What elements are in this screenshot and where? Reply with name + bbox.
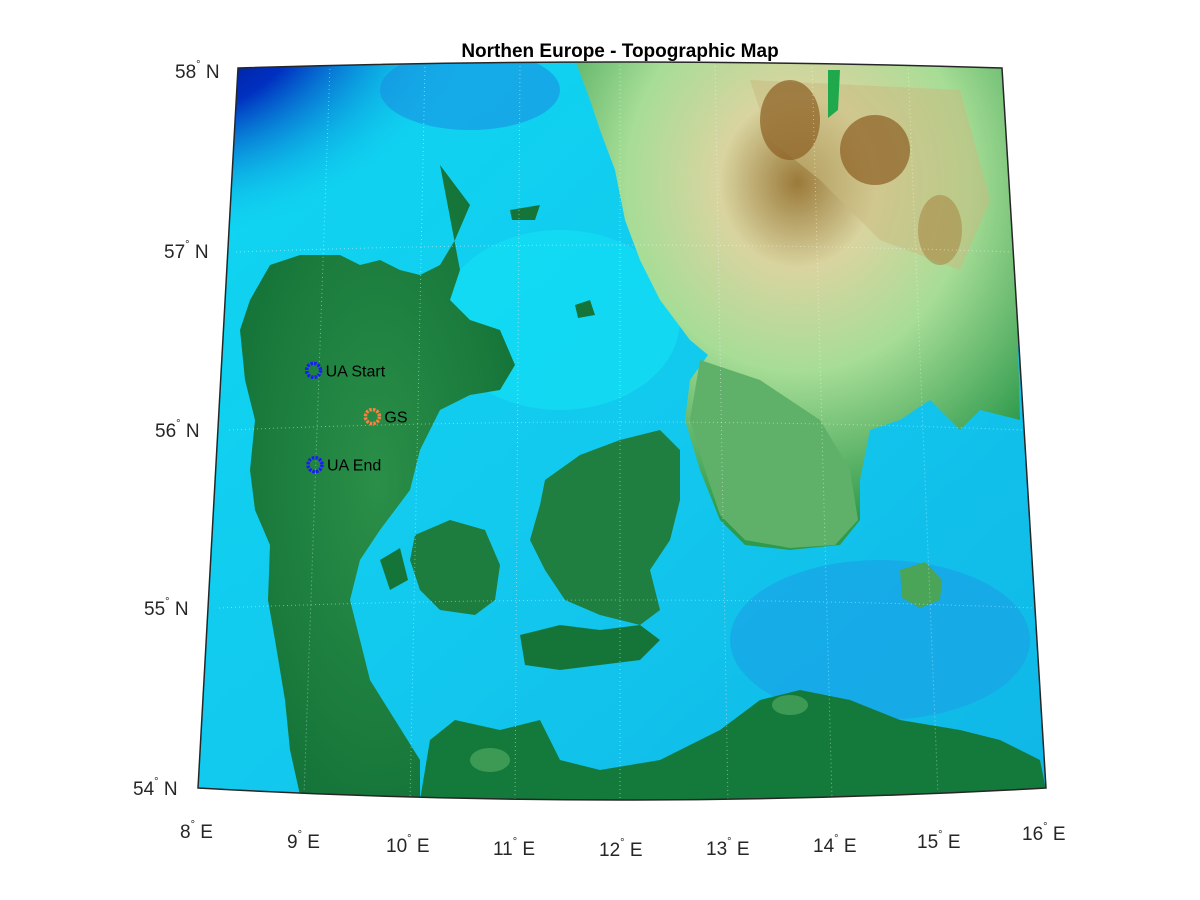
lon-tick-11: 11° E xyxy=(493,836,535,860)
lolland xyxy=(520,625,660,670)
map-area xyxy=(198,62,1046,800)
map-frame xyxy=(197,61,1047,801)
ua-end-label: UA End xyxy=(327,458,381,475)
zealand xyxy=(530,430,680,625)
lat-tick-56: 56° N xyxy=(155,418,200,442)
lat-tick-58: 58° N xyxy=(175,59,220,83)
map-title: Northen Europe - Topographic Map xyxy=(461,41,778,62)
ua-end-marker-icon[interactable] xyxy=(306,455,324,474)
deep-sea-2 xyxy=(380,62,560,130)
lon-tick-16: 16° E xyxy=(1022,821,1066,845)
jutland xyxy=(240,165,515,800)
marker-ua-start[interactable]: UA Start xyxy=(304,361,386,380)
ua-start-marker-icon[interactable] xyxy=(304,361,323,380)
gs-marker-icon[interactable] xyxy=(363,407,382,426)
peak-1 xyxy=(760,80,820,160)
german-coast xyxy=(420,690,1046,800)
bornholm xyxy=(900,562,942,608)
lowland-patch xyxy=(470,748,510,772)
lat-tick-55: 55° N xyxy=(144,596,189,620)
gs-label: GS xyxy=(384,410,407,427)
marker-gs[interactable]: GS xyxy=(363,407,408,427)
deep-sea xyxy=(198,62,480,240)
small-island xyxy=(575,300,595,318)
funen xyxy=(410,520,500,615)
marker-ua-end[interactable]: UA End xyxy=(306,455,381,475)
skane xyxy=(690,360,858,548)
ua-start-label: UA Start xyxy=(326,363,386,380)
lat-tick-54: 54° N xyxy=(133,776,178,800)
lon-tick-8: 8° E xyxy=(180,819,213,843)
baltic-deep xyxy=(730,560,1030,720)
lon-tick-12: 12° E xyxy=(599,837,643,861)
lon-tick-14: 14° E xyxy=(813,833,857,857)
peak-3 xyxy=(918,195,962,265)
als xyxy=(380,548,408,590)
lake-vanern xyxy=(828,70,840,118)
peak-2 xyxy=(840,115,910,185)
lat-tick-57: 57° N xyxy=(164,239,209,263)
lon-tick-15: 15° E xyxy=(917,829,961,853)
ruegen xyxy=(772,695,808,715)
lon-tick-9: 9° E xyxy=(287,829,320,853)
lon-tick-10: 10° E xyxy=(386,833,430,857)
lon-tick-labels: 8° E 9° E 10° E 11° E 12° E 13° E 14° E … xyxy=(180,819,1066,861)
lat-tick-labels: 58° N 57° N 56° N 55° N 54° N xyxy=(133,59,220,800)
lon-tick-13: 13° E xyxy=(706,836,750,860)
anholt xyxy=(510,205,540,220)
